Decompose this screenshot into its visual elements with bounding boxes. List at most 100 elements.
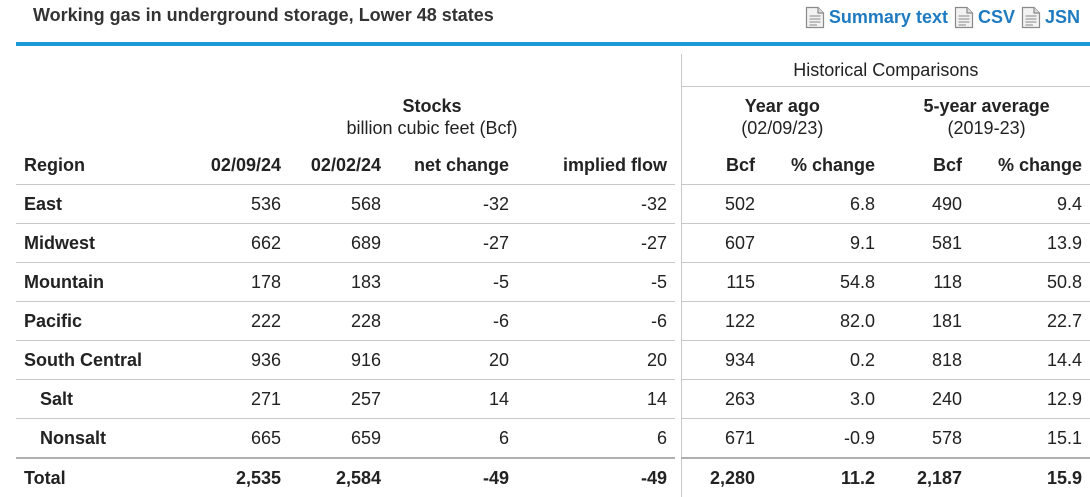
table-cell: 20: [517, 340, 676, 380]
download-links: Summary text CSV JSN: [799, 6, 1080, 29]
column-header: net change: [389, 147, 517, 185]
table-row: Nonsalt 665 659 6 6 671 -0.9 578 15.1: [16, 418, 1090, 459]
table-cell: 14.4: [970, 340, 1090, 380]
json-link[interactable]: JSN: [1021, 6, 1080, 29]
title-divider: [16, 42, 1090, 46]
table-cell: 662: [189, 223, 289, 263]
table-cell: 6: [389, 418, 517, 459]
table-cell: 916: [289, 340, 389, 380]
table-cell: 578: [883, 418, 971, 459]
table-row: Mountain 178 183 -5 -5 115 54.8 118 50.8: [16, 262, 1090, 302]
table-cell: -5: [517, 262, 676, 302]
table-cell: 665: [189, 418, 289, 459]
group-header-row: Stocks billion cubic feet (Bcf) Year ago…: [16, 86, 1090, 148]
table-cell: 14: [517, 379, 676, 419]
table-cell: 0.2: [763, 340, 884, 380]
region-name: Midwest: [16, 223, 189, 263]
region-name: Nonsalt: [16, 418, 189, 459]
total-cell: 2,280: [680, 457, 764, 497]
csv-link-label[interactable]: CSV: [977, 7, 1015, 27]
table-row: South Central 936 916 20 20 934 0.2 818 14.4: [16, 340, 1090, 380]
column-header: % change: [763, 147, 884, 185]
table-cell: 82.0: [763, 301, 884, 341]
table-cell: -32: [389, 184, 517, 224]
table-cell: 15.1: [970, 418, 1090, 459]
five-year-subtitle: (2019-23): [947, 118, 1026, 138]
page-title: Working gas in underground storage, Lowe…: [33, 5, 494, 25]
total-row: Total 2,535 2,584 -49 -49 2,280 11.2 2,1…: [16, 457, 1090, 497]
column-header: 02/09/24: [189, 147, 289, 185]
column-header: Region: [16, 147, 189, 185]
table-cell: 689: [289, 223, 389, 263]
historical-header-row: Historical Comparisons: [16, 54, 1090, 87]
total-cell: 2,584: [289, 457, 389, 497]
historical-comparisons-heading: Historical Comparisons: [680, 54, 1090, 87]
summary-text-link-label[interactable]: Summary text: [828, 7, 948, 27]
table-cell: -27: [517, 223, 676, 263]
stocks-group-header: Stocks billion cubic feet (Bcf): [189, 87, 675, 148]
table-row: Salt 271 257 14 14 263 3.0 240 12.9: [16, 379, 1090, 419]
table-cell: -6: [517, 301, 676, 341]
total-cell: 15.9: [970, 457, 1090, 497]
total-cell: 2,535: [189, 457, 289, 497]
table-cell: 122: [680, 301, 764, 341]
stocks-subtitle: billion cubic feet (Bcf): [346, 117, 518, 138]
table-cell: 581: [883, 223, 971, 263]
column-header: 02/02/24: [289, 147, 389, 185]
table-cell: 9.4: [970, 184, 1090, 224]
table-cell: 50.8: [970, 262, 1090, 302]
table-cell: 536: [189, 184, 289, 224]
summary-text-link[interactable]: Summary text: [805, 6, 948, 29]
table-cell: 263: [680, 379, 764, 419]
table-cell: 936: [189, 340, 289, 380]
table-cell: -32: [517, 184, 676, 224]
table-cell: 257: [289, 379, 389, 419]
table-cell: 271: [189, 379, 289, 419]
table-cell: -6: [389, 301, 517, 341]
json-link-label[interactable]: JSN: [1044, 7, 1080, 27]
year-ago-title: Year ago: [744, 96, 820, 116]
table-row: East 536 568 -32 -32 502 6.8 490 9.4: [16, 184, 1090, 224]
table-cell: 490: [883, 184, 971, 224]
table-cell: 3.0: [763, 379, 884, 419]
region-name: South Central: [16, 340, 189, 380]
table-cell: 934: [680, 340, 764, 380]
total-label: Total: [16, 457, 189, 497]
table-cell: 14: [389, 379, 517, 419]
table-cell: 240: [883, 379, 971, 419]
column-header: Bcf: [680, 147, 764, 185]
total-cell: 11.2: [763, 457, 884, 497]
table-cell: -0.9: [763, 418, 884, 459]
column-header-row: Region 02/09/24 02/02/24 net change impl…: [16, 147, 1090, 185]
document-icon: [1021, 6, 1041, 29]
region-name: Pacific: [16, 301, 189, 341]
table-cell: 118: [883, 262, 971, 302]
table-cell: 12.9: [970, 379, 1090, 419]
table-cell: -5: [389, 262, 517, 302]
table-cell: -27: [389, 223, 517, 263]
table-cell: 22.7: [970, 301, 1090, 341]
table-row: Pacific 222 228 -6 -6 122 82.0 181 22.7: [16, 301, 1090, 341]
table-cell: 183: [289, 262, 389, 302]
table-cell: 54.8: [763, 262, 884, 302]
table-body: East 536 568 -32 -32 502 6.8 490 9.4 Midwest 662 68…: [16, 184, 1090, 459]
table-cell: 6: [517, 418, 676, 459]
storage-table: Historical Comparisons Stocks billion cu…: [16, 54, 1090, 497]
table-cell: 20: [389, 340, 517, 380]
year-ago-group-header: Year ago (02/09/23): [680, 86, 884, 147]
table-cell: 228: [289, 301, 389, 341]
table-cell: 6.8: [763, 184, 884, 224]
table-cell: 818: [883, 340, 971, 380]
stocks-title: Stocks: [402, 95, 462, 116]
year-ago-subtitle: (02/09/23): [741, 118, 824, 138]
table-cell: 178: [189, 262, 289, 302]
total-cell: -49: [389, 457, 517, 497]
csv-link[interactable]: CSV: [954, 6, 1015, 29]
document-icon: [805, 6, 825, 29]
table-cell: 568: [289, 184, 389, 224]
region-name: Mountain: [16, 262, 189, 302]
table-cell: 9.1: [763, 223, 884, 263]
total-cell: 2,187: [883, 457, 971, 497]
table-cell: 13.9: [970, 223, 1090, 263]
table-cell: 222: [189, 301, 289, 341]
